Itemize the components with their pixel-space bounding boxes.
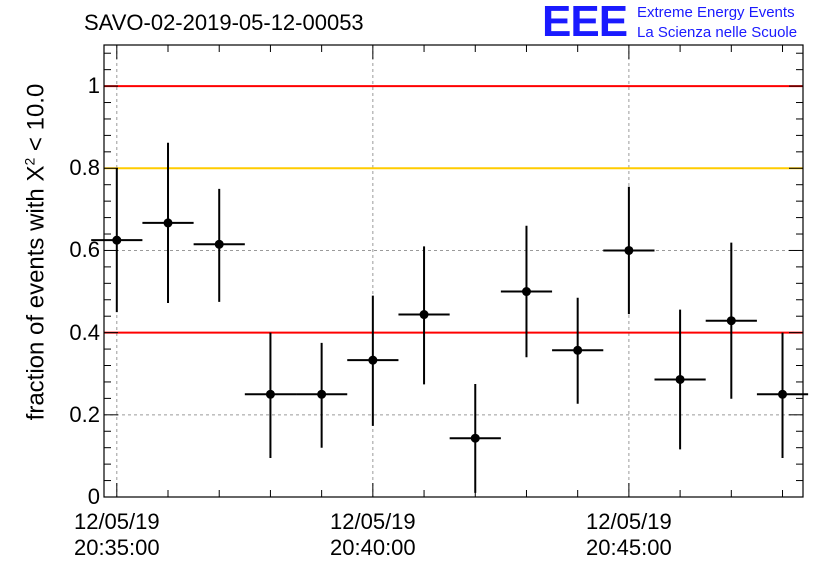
point-0-marker: [112, 235, 122, 245]
point-12-marker: [726, 316, 736, 326]
eee-logo-line1: Extreme Energy Events: [637, 4, 795, 21]
x-tick-label-time-0: 20:35:00: [73, 535, 160, 560]
plot-frame: [103, 44, 804, 498]
point-6-marker: [419, 310, 429, 320]
point-3-marker: [265, 389, 275, 399]
x-tick-label-2: 12/05/19 20:45:00: [574, 509, 684, 561]
point-10-marker: [624, 245, 634, 255]
x-tick-label-date-2: 12/05/19: [586, 509, 672, 534]
y-tick-label-5: 1: [87, 73, 100, 99]
point-1-marker: [163, 218, 173, 228]
y-tick-label-4: 0.8: [69, 155, 100, 181]
eee-logo-line2: La Scienza nelle Scuole: [637, 24, 798, 41]
point-4-marker: [317, 389, 327, 399]
y-tick-label-2: 0.4: [69, 319, 100, 345]
point-5-marker: [368, 355, 378, 365]
x-tick-label-1: 12/05/19 20:40:00: [318, 509, 428, 561]
point-11-marker: [675, 374, 685, 384]
x-tick-label-0: 12/05/19 20:35:00: [62, 509, 172, 561]
chart-title: SAVO-02-2019-05-12-00053: [84, 10, 364, 35]
y-tick-label-0: 0: [87, 484, 100, 509]
point-9-marker: [573, 345, 583, 355]
x-tick-label-date-0: 12/05/19: [73, 509, 160, 534]
x-tick-label-time-2: 20:45:00: [586, 535, 672, 560]
y-tick-label-3: 0.6: [69, 237, 100, 263]
point-13-marker: [778, 389, 788, 399]
eee-logo-mark: EEE: [542, 0, 628, 46]
x-tick-label-date-1: 12/05/19: [330, 509, 416, 534]
point-2-marker: [214, 239, 224, 249]
point-7-marker: [470, 433, 480, 443]
x-tick-label-time-1: 20:40:00: [330, 535, 416, 560]
y-tick-label-1: 0.2: [69, 401, 100, 427]
point-8-marker: [521, 287, 531, 297]
